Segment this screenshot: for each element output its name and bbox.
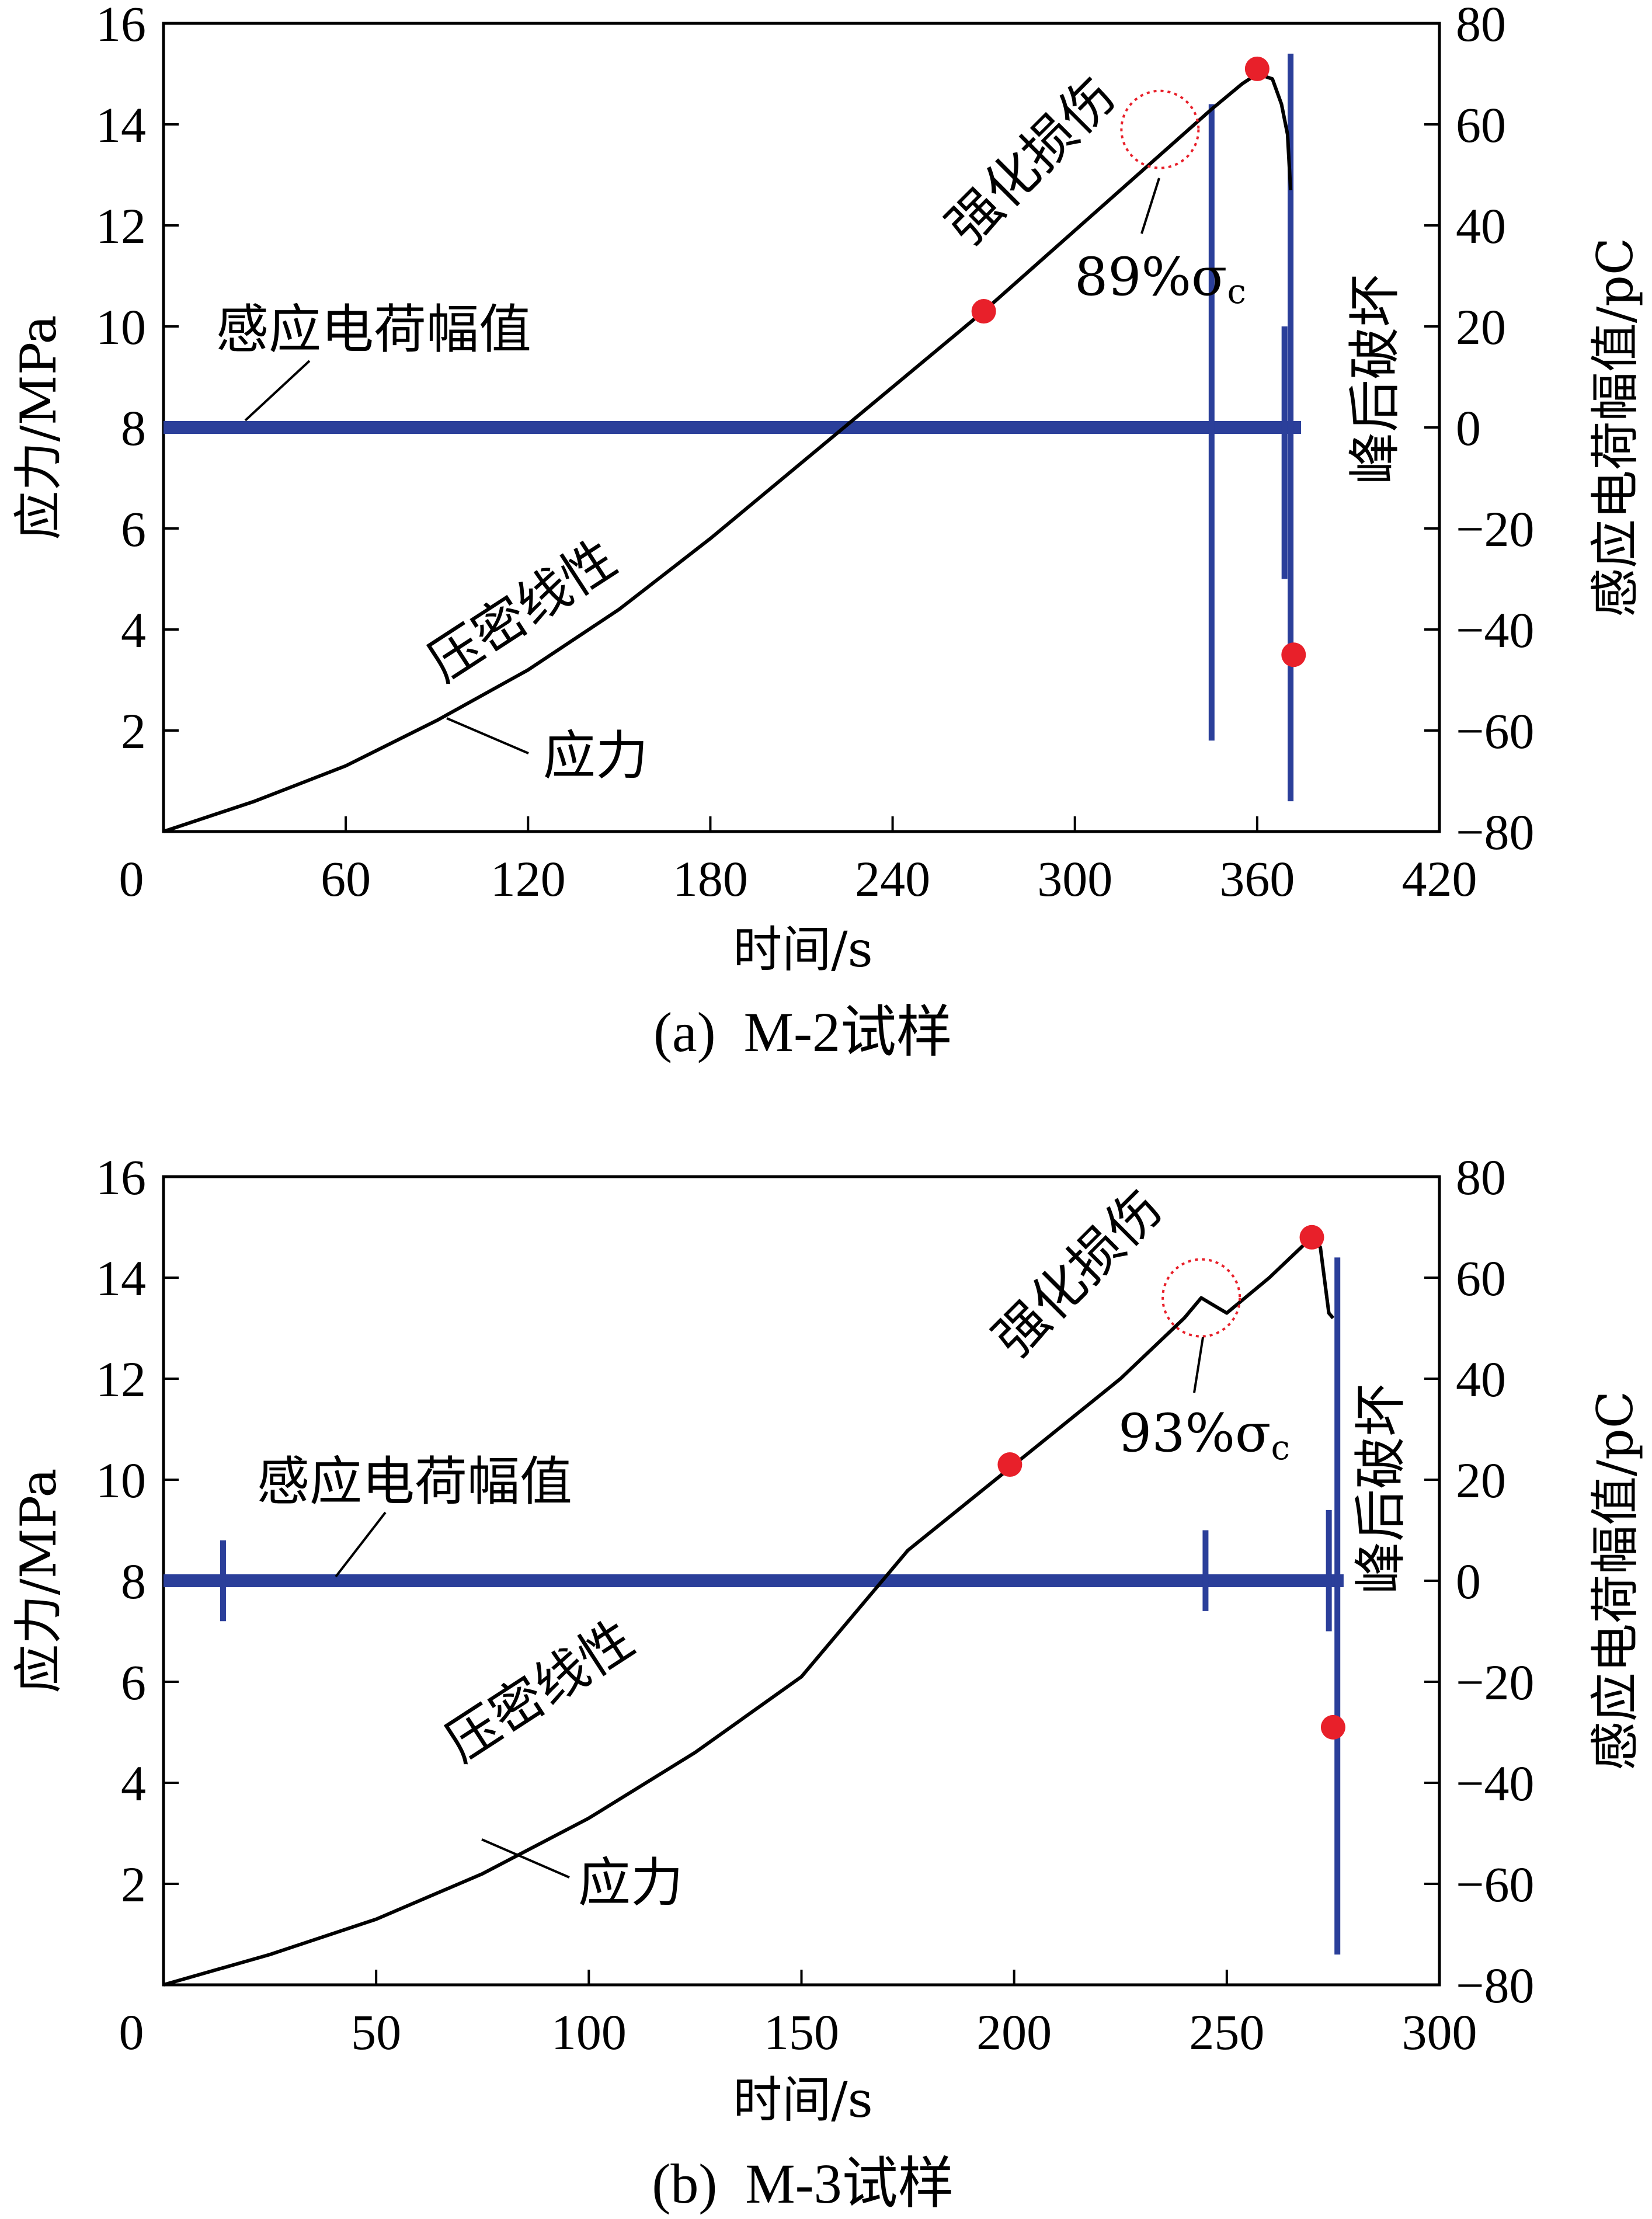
y-tick-label: 14 <box>96 1250 146 1306</box>
stage-marker <box>1320 1714 1345 1740</box>
y2-tick-label: −60 <box>1456 703 1535 759</box>
y2-tick-label: −40 <box>1456 602 1535 658</box>
y-axis-label: 应力/MPa <box>10 315 67 540</box>
y-tick-label: 2 <box>121 1856 146 1912</box>
x-axis-label: 时间/s <box>733 2071 872 2128</box>
x-tick-label: 0 <box>119 2004 144 2060</box>
y-tick-label: 6 <box>121 1654 146 1710</box>
ratio-leader <box>1193 1337 1204 1393</box>
x-tick-label: 0 <box>119 851 144 907</box>
chart-panel-a: 0 60 120 180 240 300 360 420 2 4 6 8 10 12 14 16 80 60 40 2… <box>10 0 1644 1063</box>
y2-tick-label: 80 <box>1456 0 1506 52</box>
charge-leader <box>244 360 311 422</box>
y2-tick-label: 40 <box>1456 1351 1506 1407</box>
y2-tick-label: 80 <box>1456 1149 1506 1205</box>
y-axis-label: 应力/MPa <box>10 1468 67 1693</box>
y-tick-label: 8 <box>121 1553 146 1609</box>
y2-axis-label: 感应电荷幅值/pC <box>1587 1391 1644 1771</box>
x-tick-label: 240 <box>855 851 930 907</box>
stress-label: 应力 <box>543 725 648 787</box>
region-linear-label: 压密线性 <box>418 528 627 694</box>
stage-marker <box>1281 642 1306 667</box>
stress-line <box>163 1235 1335 1987</box>
y-tick-label: 10 <box>96 1452 146 1508</box>
y2-tick-label: 0 <box>1456 1553 1481 1609</box>
y2-tick-label: −80 <box>1456 804 1535 860</box>
y2-tick-label: 20 <box>1456 1452 1506 1508</box>
stress-leader <box>446 717 529 754</box>
x-tick-label: 420 <box>1402 851 1477 907</box>
peak-ratio-label: 89%σc <box>1074 246 1246 311</box>
y2-tick-label: −20 <box>1456 1654 1535 1710</box>
stage-marker <box>1244 56 1270 81</box>
peak-ratio-circle <box>1120 89 1200 169</box>
y-tick-label: 12 <box>96 1351 146 1407</box>
panel-caption: (b) M-3试样 <box>652 2152 954 2215</box>
x-tick-label: 300 <box>1037 851 1112 907</box>
y-tick-label: 16 <box>96 1149 146 1205</box>
region-postpeak-label: 峰后破坏 <box>1344 274 1406 485</box>
x-tick-label: 300 <box>1402 2004 1477 2060</box>
y2-tick-label: −40 <box>1456 1755 1535 1811</box>
y-tick-label: 16 <box>96 0 146 52</box>
region-linear-label: 压密线性 <box>435 1608 645 1774</box>
y2-axis-label: 感应电荷幅值/pC <box>1587 238 1644 617</box>
y-tick-label: 14 <box>96 97 146 153</box>
x-axis-label: 时间/s <box>733 921 872 978</box>
x-tick-label: 250 <box>1189 2004 1264 2060</box>
stage-marker <box>997 1452 1022 1477</box>
peak-ratio-circle <box>1161 1258 1241 1338</box>
stress-leader <box>481 1838 570 1879</box>
y2-tick-label: 0 <box>1456 400 1481 456</box>
region-damage-label: 强化损伤 <box>982 1178 1174 1370</box>
panel-caption: (a) M-2试样 <box>653 1001 952 1063</box>
charge-leader <box>335 1511 387 1578</box>
y2-tick-label: 40 <box>1456 198 1506 254</box>
y2-tick-label: −20 <box>1456 501 1535 557</box>
stage-marker <box>971 299 996 324</box>
y-tick-label: 8 <box>121 400 146 456</box>
x-tick-label: 180 <box>673 851 748 907</box>
x-tick-label: 100 <box>551 2004 627 2060</box>
y2-tick-label: 60 <box>1456 97 1506 153</box>
y2-tick-label: −60 <box>1456 1856 1535 1912</box>
y-tick-label: 12 <box>96 198 146 254</box>
x-tick-label: 200 <box>976 2004 1052 2060</box>
x-tick-label: 50 <box>351 2004 401 2060</box>
ratio-leader <box>1140 178 1160 234</box>
y-tick-label: 2 <box>121 703 146 759</box>
y2-tick-label: 20 <box>1456 299 1506 355</box>
charge-label: 感应电荷幅值 <box>216 299 531 360</box>
region-postpeak-label: 峰后破坏 <box>1350 1384 1411 1594</box>
x-tick-label: 120 <box>491 851 566 907</box>
y2-tick-label: 60 <box>1456 1250 1506 1306</box>
x-tick-label: 150 <box>764 2004 839 2060</box>
x-tick-label: 360 <box>1219 851 1295 907</box>
x-tick-label: 60 <box>321 851 371 907</box>
y-tick-label: 4 <box>121 1755 146 1811</box>
y2-tick-label: −80 <box>1456 1957 1535 2013</box>
stage-marker <box>1299 1225 1324 1250</box>
peak-ratio-label: 93%σc <box>1118 1403 1290 1467</box>
stress-line <box>163 72 1293 833</box>
charge-label: 感应电荷幅值 <box>257 1451 572 1512</box>
stress-label: 应力 <box>578 1852 683 1914</box>
y-tick-label: 10 <box>96 299 146 355</box>
region-damage-label: 强化损伤 <box>935 65 1127 258</box>
y-tick-label: 6 <box>121 501 146 557</box>
y-tick-label: 4 <box>121 602 146 658</box>
